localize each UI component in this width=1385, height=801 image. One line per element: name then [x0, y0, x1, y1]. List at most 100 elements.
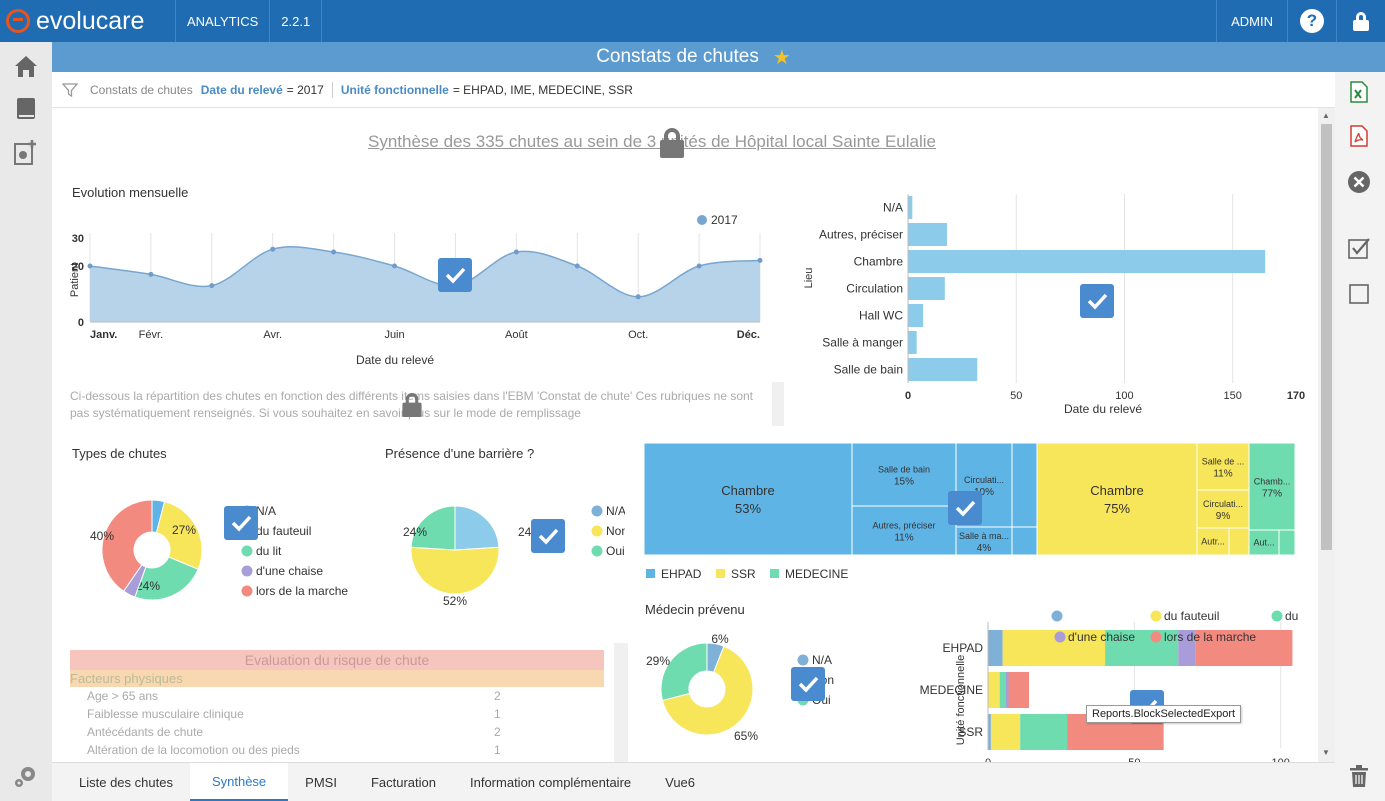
risk-table-scrollbar[interactable]: [614, 643, 628, 762]
treemap-legend-item[interactable]: EHPAD: [646, 567, 702, 581]
bar-segment[interactable]: [999, 672, 1006, 708]
scrollbar-thumb[interactable]: [1321, 124, 1332, 550]
bar-segment[interactable]: [988, 630, 1003, 666]
pie-slice[interactable]: [134, 556, 199, 601]
legend-item[interactable]: Non: [591, 524, 626, 538]
excel-export-icon[interactable]: [1347, 80, 1371, 104]
treemap-cell[interactable]: Autr...: [1196, 527, 1230, 556]
data-point[interactable]: [209, 283, 215, 289]
tab-pmsi[interactable]: PMSI: [305, 774, 337, 790]
pie-slice[interactable]: [155, 500, 203, 570]
bar[interactable]: [908, 304, 924, 327]
treemap-cell[interactable]: Aut...: [1248, 529, 1280, 556]
add-report-icon[interactable]: [12, 138, 40, 166]
book-icon[interactable]: [12, 94, 40, 122]
bar-segment[interactable]: [1020, 714, 1068, 750]
treemap-legend-item[interactable]: MEDECINE: [770, 567, 848, 581]
bar[interactable]: [908, 331, 917, 354]
treemap-cell[interactable]: Chambre 53%: [644, 443, 853, 556]
data-point[interactable]: [87, 263, 93, 269]
select-all-checkbox-icon[interactable]: [1347, 236, 1371, 260]
treemap-cell[interactable]: Chamb... 77%: [1248, 443, 1296, 531]
legend-item[interactable]: lors de la marche: [241, 584, 349, 598]
module-label[interactable]: ANALYTICS: [176, 0, 271, 42]
legend-item[interactable]: du lit: [241, 544, 283, 558]
legend-item[interactable]: N/A: [797, 653, 833, 667]
close-circle-icon[interactable]: [1347, 170, 1371, 194]
select-check-icon[interactable]: [531, 519, 565, 553]
scroll-down-arrow-icon[interactable]: ▼: [1322, 748, 1330, 757]
pie-slice[interactable]: [661, 645, 754, 736]
select-check-icon[interactable]: [1080, 284, 1114, 318]
help-button[interactable]: ?: [1287, 0, 1336, 42]
monthly-area-chart[interactable]: 0 20 30 Janv. Févr. Avr. Juin Août Oct. Déc. Date …: [68, 208, 768, 368]
treemap-cell[interactable]: [1011, 443, 1038, 528]
bar-segment[interactable]: [1195, 630, 1293, 666]
data-point[interactable]: [392, 263, 398, 269]
favorite-star-icon[interactable]: ★: [772, 46, 791, 69]
location-treemap-chart[interactable]: Chambre 53% Salle de bain 15% Autres, précis…: [644, 443, 1300, 583]
bar[interactable]: [908, 223, 947, 246]
pie-slice[interactable]: [101, 499, 153, 592]
stacked-legend-item[interactable]: [1051, 610, 1063, 622]
stacked-legend-item[interactable]: du lit: [1271, 609, 1301, 623]
user-menu[interactable]: ADMIN: [1216, 0, 1287, 42]
tab-facturation[interactable]: Facturation: [370, 774, 436, 790]
data-point[interactable]: [270, 246, 276, 252]
bar-segment[interactable]: [988, 672, 1000, 708]
bar-segment[interactable]: [1178, 630, 1196, 666]
pie-slice[interactable]: [660, 642, 708, 702]
treemap-cell[interactable]: Circulati... 9%: [1196, 489, 1250, 529]
data-point[interactable]: [148, 271, 154, 277]
filter-unit-label[interactable]: Unité fonctionnelle: [340, 82, 449, 97]
bar[interactable]: [908, 196, 913, 219]
settings-icon[interactable]: [12, 762, 40, 790]
treemap-cell[interactable]: [1278, 529, 1296, 556]
description-scrollbar[interactable]: [772, 382, 784, 426]
data-point[interactable]: [635, 294, 641, 300]
unit-stacked-bar-chart[interactable]: EHPADMEDECINESSR050100110Unité fonctionn…: [900, 600, 1300, 762]
pie-slice[interactable]: [454, 505, 500, 551]
treemap-cell[interactable]: [1228, 527, 1250, 556]
scroll-up-arrow-icon[interactable]: ▲: [1322, 111, 1330, 120]
data-point[interactable]: [757, 257, 763, 263]
data-point[interactable]: [513, 249, 519, 255]
treemap-cell[interactable]: Salle de ... 11%: [1196, 443, 1250, 491]
treemap-cell[interactable]: Salle à ma... 4%: [955, 526, 1013, 556]
bar-segment[interactable]: [1002, 630, 1106, 666]
legend-item-2017[interactable]: 2017: [697, 213, 738, 227]
treemap-cell[interactable]: Salle de bain 15%: [851, 443, 957, 507]
lock-button[interactable]: [1336, 0, 1385, 42]
home-icon[interactable]: [12, 52, 40, 80]
bar-segment[interactable]: [1105, 630, 1179, 666]
filter-date-label[interactable]: Date du relevé: [200, 82, 283, 97]
stacked-legend-item[interactable]: d'une chaise: [1054, 630, 1136, 644]
trash-icon[interactable]: [1347, 764, 1371, 788]
select-check-icon[interactable]: [791, 667, 825, 701]
tab-synth-se[interactable]: Synthèse: [189, 763, 289, 801]
data-point[interactable]: [696, 263, 702, 269]
pdf-export-icon[interactable]: [1347, 124, 1371, 148]
stacked-legend-item[interactable]: du fauteuil: [1150, 609, 1220, 623]
select-check-icon[interactable]: [948, 491, 982, 525]
brand-logo[interactable]: evolucare: [0, 0, 176, 42]
bar-segment[interactable]: [1008, 672, 1029, 708]
bar-segment[interactable]: [1005, 672, 1009, 708]
select-check-icon[interactable]: [438, 258, 472, 292]
stacked-legend-item[interactable]: lors de la marche: [1150, 630, 1257, 644]
legend-item[interactable]: N/A: [591, 504, 626, 518]
bar[interactable]: [908, 250, 1266, 273]
treemap-cell[interactable]: Chambre 75%: [1036, 443, 1198, 556]
bar-segment[interactable]: [988, 714, 991, 750]
pie-slice[interactable]: [410, 546, 500, 595]
location-bar-chart[interactable]: N/A Autres, préciser Chambre Circulation Hal…: [798, 188, 1308, 418]
deselect-all-checkbox-icon[interactable]: [1347, 282, 1371, 306]
data-point[interactable]: [331, 249, 337, 255]
treemap-cell[interactable]: Autres, préciser 11%: [851, 505, 957, 556]
filter-icon[interactable]: [62, 82, 78, 98]
tab-vue6[interactable]: Vue6: [665, 774, 696, 790]
legend-item[interactable]: d'une chaise: [241, 564, 324, 578]
